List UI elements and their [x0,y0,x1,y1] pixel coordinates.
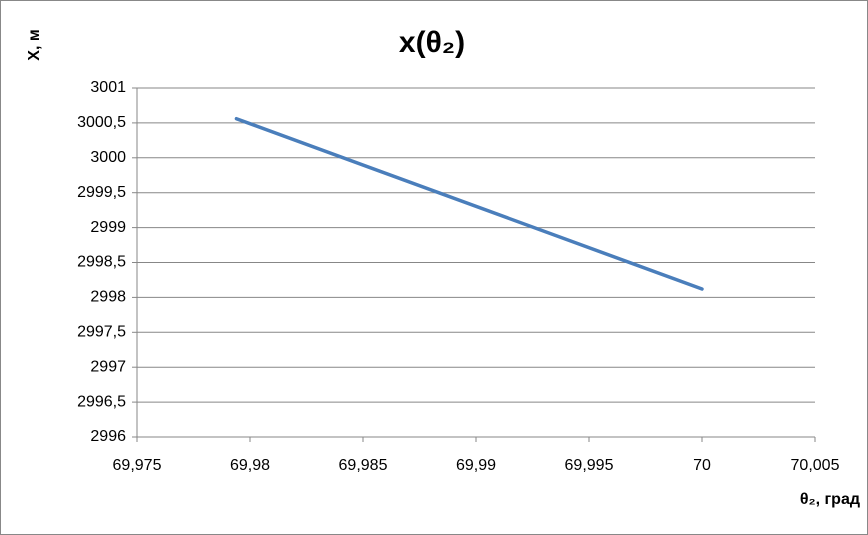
y-tick-label: 2997 [90,358,126,375]
x-tick-label: 69,975 [113,457,162,474]
x-tick-label: 70 [693,457,711,474]
y-axis-label: X, м [26,29,43,60]
line-series [234,116,704,291]
y-tick-label: 2998,5 [77,254,126,271]
x-tick-label: 70,005 [791,457,840,474]
x-tick-label: 69,98 [230,457,270,474]
x-tick-label: 69,995 [565,457,614,474]
y-tick-label: 3000,5 [77,114,126,131]
y-tick-label: 2997,5 [77,324,126,341]
chart-title: x(θ₂) [399,26,465,59]
x-tick-label: 69,99 [456,457,496,474]
x-tick-label: 69,985 [339,457,388,474]
y-tick-label: 2996,5 [77,393,126,410]
y-tick-label: 3000 [90,149,126,166]
x-axis-label: θ₂, град [800,491,860,508]
y-tick-label: 2996 [90,428,126,445]
y-tick-label: 3001 [90,79,126,96]
y-tick-label: 2998 [90,289,126,306]
y-tick-label: 2999 [90,219,126,236]
y-tick-label: 2999,5 [77,184,126,201]
